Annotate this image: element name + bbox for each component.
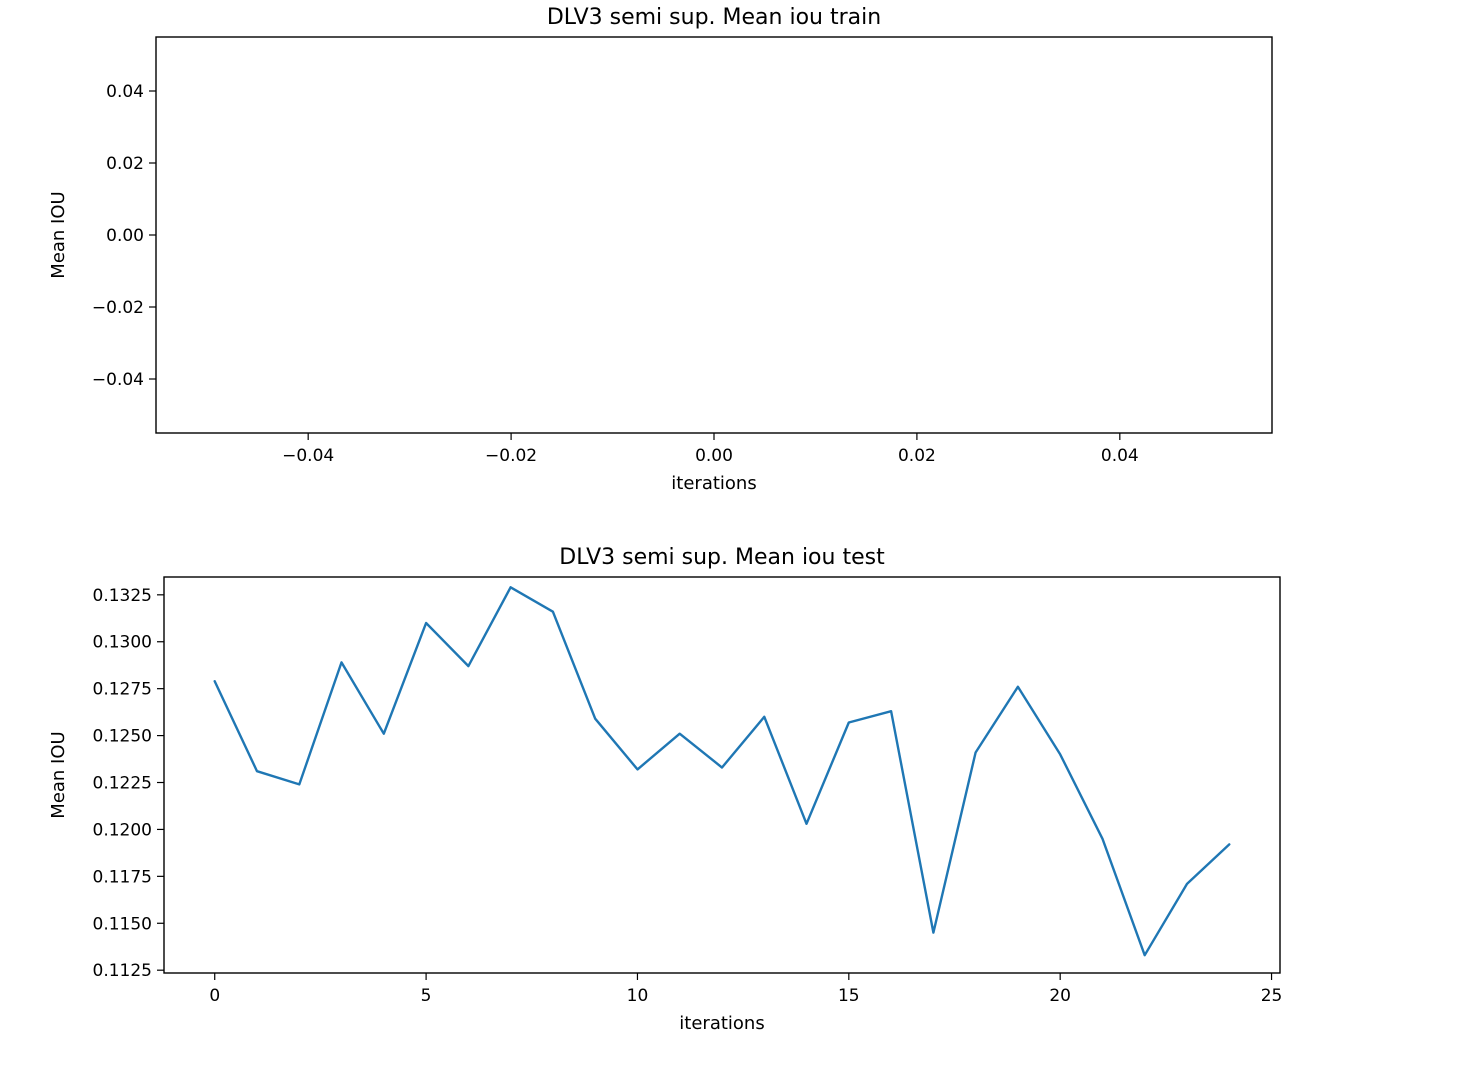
train-chart-title: DLV3 semi sup. Mean iou train — [547, 5, 881, 30]
test-x-tick-label: 10 — [627, 986, 649, 1006]
train-x-axis-label: iterations — [671, 473, 756, 494]
train-y-axis: 0.04 0.02 0.00 −0.02 −0.04 — [92, 82, 156, 390]
train-y-tick-label: −0.02 — [92, 298, 144, 318]
test-x-tick-label: 0 — [209, 986, 220, 1006]
test-y-tick-label: 0.1200 — [93, 820, 152, 840]
train-x-tick-label: 0.00 — [695, 446, 733, 466]
test-series-line — [213, 586, 1231, 957]
test-y-tick-label: 0.1175 — [93, 867, 152, 887]
train-y-tick-label: 0.04 — [106, 82, 144, 102]
test-y-axis: 0.1325 0.1300 0.1275 0.1250 0.1225 0.1200 0.11… — [93, 586, 164, 981]
train-chart: DLV3 semi sup. Mean iou train −0.04 −0.02… — [48, 5, 1273, 494]
train-x-axis: −0.04 −0.02 0.00 0.02 0.04 — [282, 433, 1139, 466]
test-y-tick-label: 0.1325 — [93, 586, 152, 606]
train-y-tick-label: 0.02 — [106, 154, 144, 174]
train-x-tick-label: 0.04 — [1101, 446, 1139, 466]
train-x-tick-label: 0.02 — [898, 446, 936, 466]
train-y-axis-label: Mean IOU — [48, 191, 69, 278]
test-series-layer — [213, 586, 1231, 957]
test-y-tick-label: 0.1150 — [93, 914, 152, 934]
test-y-axis-label: Mean IOU — [48, 731, 69, 818]
test-y-tick-label: 0.1300 — [93, 633, 152, 653]
test-y-tick-label: 0.1275 — [93, 680, 152, 700]
test-plot-frame — [163, 576, 1281, 974]
train-y-tick-label: 0.00 — [106, 226, 144, 246]
test-x-tick-label: 20 — [1049, 986, 1071, 1006]
test-x-axis: 0 5 10 15 20 25 — [209, 973, 1282, 1006]
test-chart-title: DLV3 semi sup. Mean iou test — [559, 545, 885, 570]
train-x-tick-label: −0.02 — [485, 446, 537, 466]
test-y-tick-label: 0.1125 — [93, 961, 152, 981]
train-y-tick-label: −0.04 — [92, 370, 144, 390]
train-plot-frame — [155, 36, 1273, 434]
test-x-axis-label: iterations — [679, 1013, 764, 1034]
test-x-tick-label: 5 — [421, 986, 432, 1006]
train-x-tick-label: −0.04 — [282, 446, 334, 466]
test-y-tick-label: 0.1225 — [93, 774, 152, 794]
test-x-tick-label: 15 — [838, 986, 860, 1006]
test-y-tick-label: 0.1250 — [93, 727, 152, 747]
test-x-tick-label: 25 — [1261, 986, 1283, 1006]
test-chart: DLV3 semi sup. Mean iou test 0 5 10 15 20 25 … — [48, 545, 1282, 1034]
